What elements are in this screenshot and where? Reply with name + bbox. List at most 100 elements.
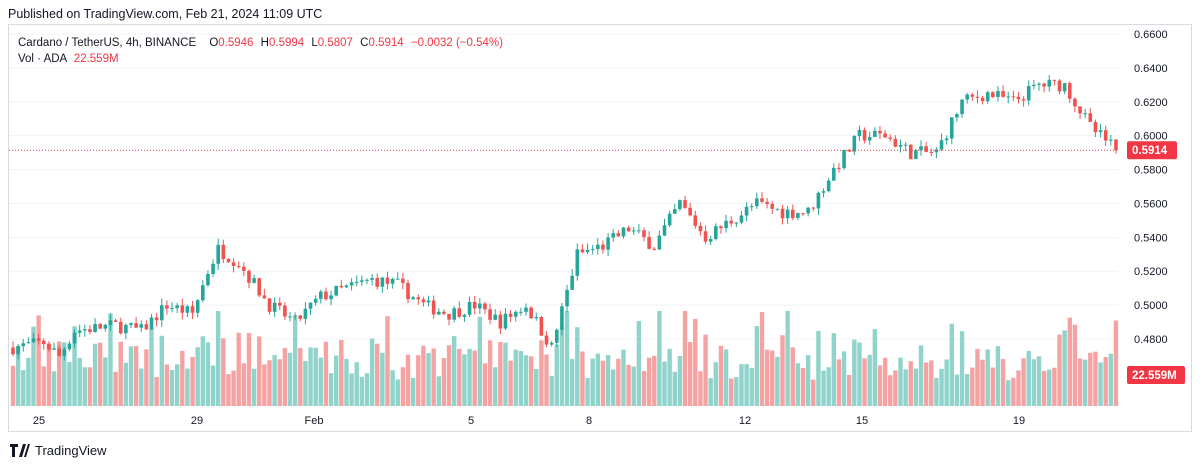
volume-bar <box>1062 330 1067 406</box>
candle-body <box>734 222 739 224</box>
volume-bar <box>662 361 667 406</box>
volume-bar <box>549 375 554 406</box>
candle-body <box>1093 121 1098 133</box>
volume-bar <box>272 354 277 406</box>
candle-body <box>621 227 626 237</box>
candle-body <box>390 278 395 284</box>
volume-bar <box>303 361 308 406</box>
tradingview-logo-icon <box>10 444 30 457</box>
volume-bar <box>267 360 272 406</box>
candle-body <box>780 208 785 219</box>
candle-body <box>329 295 333 300</box>
candle-body <box>57 348 61 356</box>
candle-body <box>842 150 846 169</box>
volume-bar <box>298 348 303 406</box>
time-tick-label: 29 <box>191 415 203 427</box>
candle-body <box>416 297 421 300</box>
candle-body <box>498 314 503 329</box>
candle-body <box>467 301 472 315</box>
candle-body <box>1021 99 1026 101</box>
volume-bar <box>1031 359 1037 406</box>
time-tick-label: 12 <box>739 415 751 427</box>
price-tick-label: 0.5400 <box>1134 232 1168 244</box>
candle-body <box>811 207 816 209</box>
volume-bar <box>518 350 524 406</box>
candle-body <box>529 307 533 319</box>
volume-bar <box>841 351 847 406</box>
volume-bar <box>246 333 252 406</box>
candle-body <box>929 151 934 153</box>
volume-bar <box>544 354 549 406</box>
candle-body <box>908 144 913 159</box>
candle-body <box>642 230 646 238</box>
grid-lines <box>9 33 1118 340</box>
candle-body <box>744 206 749 216</box>
volume-bar <box>118 341 123 406</box>
legend-row-ohlc: Cardano / TetherUS, 4h, BINANCE O0.5946 … <box>18 35 503 51</box>
candle-body <box>883 133 887 138</box>
candle-body <box>1114 139 1118 151</box>
price-tick-label: 0.4800 <box>1134 334 1168 346</box>
volume-bar <box>441 357 447 406</box>
volume-bar <box>149 328 154 406</box>
symbol-label[interactable]: Cardano / TetherUS, 4h, BINANCE <box>18 37 197 49</box>
candle-body <box>108 320 113 325</box>
candle-body <box>662 225 667 236</box>
volume-bar <box>954 374 960 406</box>
candle-body <box>452 308 456 320</box>
candle-body <box>683 200 687 208</box>
candle-body <box>832 167 836 181</box>
volume-bar <box>87 367 93 406</box>
volume-bar <box>1077 358 1083 406</box>
candle-body <box>1083 113 1087 115</box>
candle-body <box>601 244 605 250</box>
candle-body <box>436 311 441 315</box>
volume-bar <box>1082 359 1088 406</box>
volume-bar <box>1021 358 1026 406</box>
candle-body <box>370 278 374 280</box>
volume-bar <box>200 336 206 406</box>
price-tick-label: 0.5200 <box>1134 266 1168 278</box>
footer-brand[interactable]: TradingView <box>10 443 107 458</box>
candle-body <box>960 99 964 115</box>
volume-bar <box>139 368 144 406</box>
candle-body <box>596 244 600 249</box>
volume-bar <box>257 336 262 406</box>
volume-bar <box>539 340 544 406</box>
candle-body <box>216 244 220 264</box>
candle-body <box>862 130 867 141</box>
candle-body <box>672 209 677 214</box>
volume-bar <box>56 341 62 406</box>
price-tick-label: 0.6600 <box>1134 29 1168 41</box>
volume-bar <box>67 362 72 406</box>
candle-body <box>606 237 610 250</box>
volume-bar <box>554 344 559 406</box>
price-tick-label: 0.6400 <box>1134 63 1168 75</box>
candle-body <box>570 275 574 290</box>
volume-bar <box>944 359 949 406</box>
candle-body <box>113 320 118 322</box>
candle-body <box>293 315 297 317</box>
volume-bar <box>1000 359 1006 406</box>
candle-body <box>1103 130 1108 141</box>
volume-bar <box>339 339 344 406</box>
volume-bar <box>1047 369 1052 406</box>
candle-body <box>211 263 215 274</box>
volume-bar <box>785 311 790 406</box>
volume-label[interactable]: Vol · ADA <box>18 53 67 65</box>
candle-body <box>431 300 436 315</box>
volume-bar <box>703 334 708 406</box>
volume-bar <box>26 357 31 406</box>
volume-bar <box>251 368 257 406</box>
volume-bar <box>333 355 339 406</box>
candle-body <box>426 300 431 303</box>
volume-bar <box>472 350 477 406</box>
candle-body <box>714 226 718 239</box>
volume-bar <box>646 357 652 406</box>
candle-body <box>488 309 492 320</box>
volume-bar <box>195 347 200 406</box>
candle-body <box>144 324 149 330</box>
candle-body <box>837 167 841 169</box>
volume-bar <box>929 360 934 406</box>
